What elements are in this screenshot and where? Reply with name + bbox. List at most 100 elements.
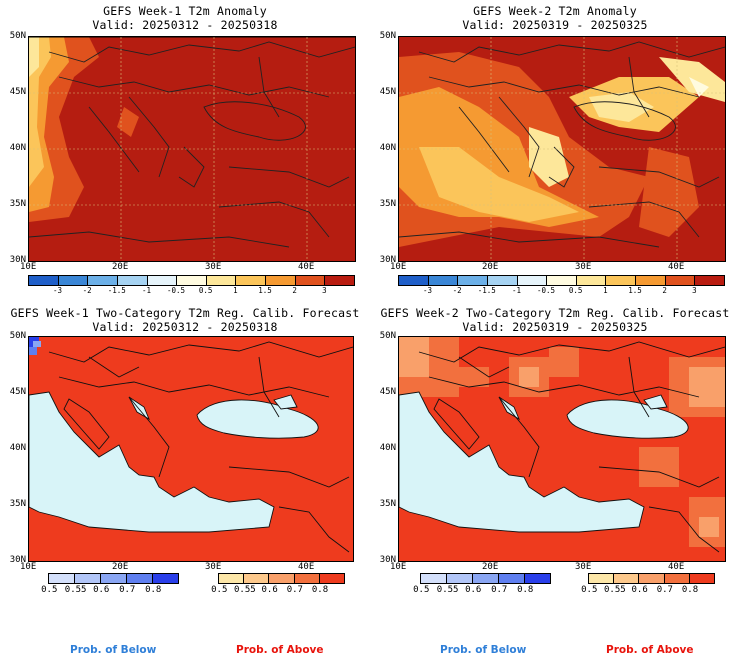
anomaly-colorbar-tick: 0.5	[568, 286, 583, 295]
anomaly-colorbar-tick: 3	[322, 286, 327, 295]
lat-label: 40N	[379, 143, 396, 153]
lon-label: 10E	[390, 262, 407, 272]
prob-above-colorbar-swatch	[243, 573, 270, 584]
probability-map-week2-graphic	[399, 337, 725, 561]
anomaly-map-week2	[398, 36, 726, 262]
anomaly-colorbar-swatch	[116, 275, 148, 286]
prob-above-label: Prob. of Above	[606, 644, 694, 656]
lon-label: 20E	[112, 262, 129, 272]
panel-title-line2: Valid: 20250319 - 20250325	[462, 18, 648, 32]
anomaly-colorbar-swatch	[694, 275, 725, 286]
anomaly-colorbar-tick: 2	[292, 286, 297, 295]
anomaly-colorbar-tick: -1	[511, 286, 521, 295]
prob-below-ticks: 0.5 0.55 0.6 0.7 0.8	[41, 585, 178, 597]
panel-title-line2: Valid: 20250312 - 20250318	[92, 18, 278, 32]
anomaly-colorbar-ticks: -3 -2 -1.5 -1 -0.5 0.5 1 1.5 2 3	[398, 286, 724, 296]
anomaly-colorbar-tick: -2	[82, 286, 92, 295]
prob-above-colorbar-swatch	[638, 573, 665, 584]
prob-above-colorbar-tick: 0.5	[211, 585, 228, 595]
prob-below-colorbar-tick: 0.6	[465, 585, 482, 595]
anomaly-colorbar-ticks: -3 -2 -1.5 -1 -0.5 0.5 1 1.5 2 3	[28, 286, 354, 296]
lon-label: 20E	[482, 262, 499, 272]
prob-above-colorbar-tick: 0.7	[656, 585, 673, 595]
prob-below-colorbar-swatch	[100, 573, 127, 584]
lat-label: 30N	[379, 255, 396, 265]
anomaly-colorbar-tick: 2	[662, 286, 667, 295]
prob-below-colorbar-swatch	[420, 573, 447, 584]
anomaly-colorbar-swatch	[146, 275, 178, 286]
lat-label: 35N	[379, 199, 396, 209]
anomaly-colorbar-tick: -0.5	[536, 286, 556, 295]
anomaly-colorbar-swatch	[235, 275, 267, 286]
anomaly-colorbar-swatch	[324, 275, 355, 286]
lat-label: 45N	[9, 87, 26, 97]
anomaly-colorbar-swatch	[57, 275, 89, 286]
prob-below-colorbar-swatch	[524, 573, 551, 584]
lon-label: 30E	[575, 562, 592, 572]
lon-label: 20E	[482, 562, 499, 572]
prob-above-colorbar-tick: 0.5	[581, 585, 598, 595]
lat-label: 45N	[379, 87, 396, 97]
panel-week2-probability: GEFS Week-2 Two-Category T2m Reg. Calib.…	[370, 300, 740, 662]
panel-title-line1: GEFS Week-1 Two-Category T2m Reg. Calib.…	[10, 306, 360, 320]
lon-label: 30E	[205, 562, 222, 572]
panel-title-line1: GEFS Week-2 Two-Category T2m Reg. Calib.…	[380, 306, 730, 320]
anomaly-colorbar-tick: 1	[233, 286, 238, 295]
lat-label: 40N	[9, 143, 26, 153]
anomaly-colorbar-swatch	[635, 275, 666, 286]
lat-label: 30N	[379, 555, 396, 565]
lat-label: 30N	[9, 255, 26, 265]
prob-below-colorbar-swatch	[472, 573, 499, 584]
prob-above-colorbar-swatch	[293, 573, 320, 584]
prob-above-colorbar-swatch	[268, 573, 295, 584]
prob-below-colorbar-tick: 0.55	[64, 585, 87, 595]
prob-below-colorbar-tick: 0.5	[41, 585, 58, 595]
prob-below-colorbar-tick: 0.7	[491, 585, 508, 595]
anomaly-map-week2-graphic	[399, 37, 725, 261]
anomaly-colorbar-tick: -2	[452, 286, 462, 295]
lon-label: 10E	[20, 262, 37, 272]
prob-above-ticks: 0.5 0.55 0.6 0.7 0.8	[211, 585, 344, 597]
prob-below-colorbar-swatch	[152, 573, 179, 584]
prob-above-colorbar-tick: 0.6	[631, 585, 648, 595]
lon-label: 30E	[205, 262, 222, 272]
prob-above-colorbar	[218, 573, 345, 584]
prob-below-colorbar-tick: 0.5	[413, 585, 430, 595]
lat-label: 50N	[379, 331, 396, 341]
lat-label: 40N	[379, 443, 396, 453]
anomaly-colorbar-tick: -1	[141, 286, 151, 295]
prob-below-ticks: 0.5 0.55 0.6 0.7 0.8	[413, 585, 550, 597]
prob-above-colorbar-tick: 0.8	[681, 585, 699, 595]
anomaly-colorbar-tick: 1	[603, 286, 608, 295]
prob-above-label: Prob. of Above	[236, 644, 324, 656]
prob-below-colorbar-swatch	[48, 573, 75, 584]
prob-below-colorbar-tick: 0.7	[119, 585, 136, 595]
prob-above-colorbar-tick: 0.8	[311, 585, 329, 595]
lat-label: 50N	[9, 331, 26, 341]
lat-label: 35N	[9, 199, 26, 209]
prob-above-colorbar-tick: 0.7	[286, 585, 303, 595]
prob-above-colorbar-swatch	[613, 573, 640, 584]
prob-below-colorbar-tick: 0.8	[145, 585, 162, 595]
lat-label: 30N	[9, 555, 26, 565]
prob-below-label: Prob. of Below	[440, 644, 527, 656]
anomaly-colorbar-tick: -0.5	[166, 286, 186, 295]
anomaly-colorbar-swatch	[427, 275, 459, 286]
anomaly-colorbar-tick: -1.5	[477, 286, 496, 295]
anomaly-colorbar-swatch	[265, 275, 296, 286]
lon-label: 10E	[390, 562, 407, 572]
prob-below-colorbar-tick: 0.6	[93, 585, 110, 595]
prob-below-colorbar	[420, 573, 551, 584]
anomaly-colorbar	[398, 275, 725, 286]
lat-label: 35N	[9, 499, 26, 509]
anomaly-colorbar-tick: -3	[53, 286, 63, 295]
anomaly-colorbar	[28, 275, 355, 286]
anomaly-colorbar-swatch	[575, 275, 607, 286]
anomaly-colorbar-swatch	[398, 275, 429, 286]
prob-above-colorbar-tick: 0.55	[234, 585, 256, 595]
anomaly-map-week1	[28, 36, 356, 262]
lon-label: 30E	[575, 262, 592, 272]
lon-label: 40E	[298, 262, 315, 272]
prob-below-colorbar-swatch	[446, 573, 473, 584]
anomaly-colorbar-swatch	[294, 275, 326, 286]
